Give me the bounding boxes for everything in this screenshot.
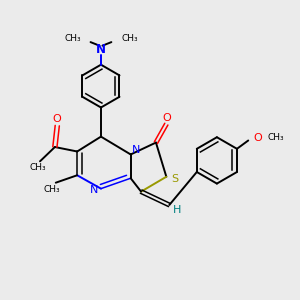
Text: CH₃: CH₃ — [43, 185, 60, 194]
Text: CH₃: CH₃ — [121, 34, 138, 43]
Text: CH₃: CH₃ — [64, 34, 81, 43]
Text: N: N — [96, 43, 106, 56]
Text: S: S — [171, 174, 178, 184]
Text: CH₃: CH₃ — [268, 133, 284, 142]
Text: CH₃: CH₃ — [29, 163, 46, 172]
Text: N: N — [132, 145, 140, 155]
Text: O: O — [52, 114, 61, 124]
Text: N: N — [90, 184, 98, 194]
Text: O: O — [163, 112, 172, 123]
Text: O: O — [254, 133, 262, 143]
Text: H: H — [173, 205, 182, 215]
